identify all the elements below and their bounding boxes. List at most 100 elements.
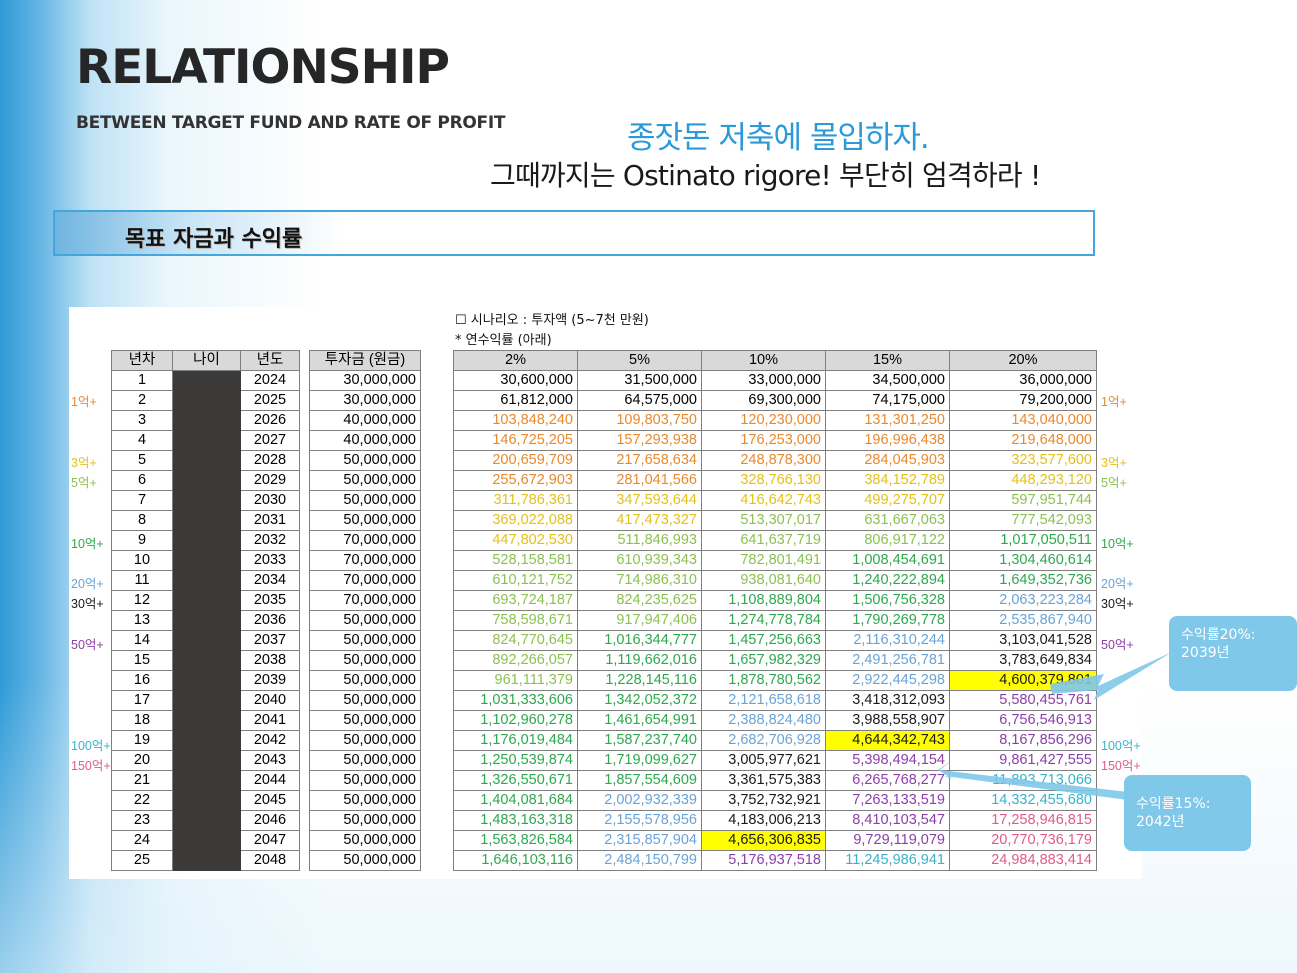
cell-principal: 30,000,000 [309,370,421,391]
table-row: 1,031,333,606 1,342,052,372 2,121,658,618 3… [453,690,1097,711]
slogan-line-1: 종잣돈 저축에 몰입하자. [627,120,930,156]
cell-age-redacted [172,570,241,591]
cell-year-index: 7 [111,490,173,511]
cell-compound-value: 824,770,645 [453,630,578,651]
cell-compound-value: 1,646,103,116 [453,850,578,871]
cell-compound-value: 777,542,093 [949,510,1097,531]
table-row: 255,672,903 281,041,566 328,766,130 384,152… [453,470,1097,491]
cell-principal: 70,000,000 [309,530,421,551]
cell-year-index: 3 [111,410,173,431]
threshold-label: 100억+ [1101,738,1141,753]
header-year-index: 년차 [111,350,173,371]
spreadsheet-image: ☐ 시나리오 : 투자액 (5~7천 만원) * 연수익률 (아래) 년차 나이… [69,307,1142,879]
threshold-label: 30억+ [71,597,104,612]
cell-compound-value: 597,951,744 [949,490,1097,511]
cell-compound-value: 1,017,050,511 [949,530,1097,551]
cell-compound-value: 61,812,000 [453,390,578,411]
table-row: 16 2039 [111,670,300,691]
threshold-label: 20억+ [1101,577,1134,592]
header-rate: 10% [701,350,826,371]
threshold-label: 50억+ [71,637,104,652]
cell-compound-value: 31,500,000 [577,370,702,391]
cell-compound-value: 892,266,057 [453,650,578,671]
scenario-note: ☐ 시나리오 : 투자액 (5~7천 만원) [455,313,649,328]
cell-compound-value: 33,000,000 [701,370,826,391]
cell-compound-value: 1,240,222,894 [825,570,950,591]
threshold-label: 10억+ [1101,536,1134,551]
table-row: 50,000,000 [309,690,421,711]
table-row: 17 2040 [111,690,300,711]
cell-compound-value: 17,258,946,815 [949,810,1097,831]
cell-compound-value: 938,081,640 [701,570,826,591]
cell-year-index: 18 [111,710,173,731]
page-title: RELATIONSHIP [76,40,450,95]
threshold-label: 150억+ [71,759,111,773]
cell-year-index: 14 [111,630,173,651]
cell-compound-value: 1,228,145,116 [577,670,702,691]
table-row: 1,404,081,684 2,002,932,339 3,752,732,921 7… [453,790,1097,811]
slogan-line-2: 그때까지는 Ostinato rigore! 부단히 엄격하라 ! [490,159,1041,192]
cell-compound-value: 610,939,343 [577,550,702,571]
table-row: 12 2035 [111,590,300,611]
cell-compound-value: 131,301,250 [825,410,950,431]
cell-compound-value: 1,649,352,736 [949,570,1097,591]
page-subtitle: BETWEEN TARGET FUND AND RATE OF PROFIT [76,113,506,133]
table-row: 20 2043 [111,750,300,771]
callout-20-line-1: 수익률20%: [1181,627,1256,643]
cell-year-index: 22 [111,790,173,811]
table-row: 824,770,645 1,016,344,777 1,457,256,663 2,1… [453,630,1097,651]
cell-compound-value: 79,200,000 [949,390,1097,411]
cell-year: 2045 [240,790,300,811]
table-row: 8 2031 [111,510,300,531]
cell-year-index: 25 [111,850,173,871]
cell-principal: 50,000,000 [309,650,421,671]
cell-compound-value: 217,658,634 [577,450,702,471]
cell-principal: 50,000,000 [309,690,421,711]
cell-compound-value: 782,801,491 [701,550,826,571]
cell-compound-value: 1,461,654,991 [577,710,702,731]
threshold-label: 150억+ [1101,759,1141,773]
table-row: 30,000,000 [309,370,421,391]
cell-year-index: 20 [111,750,173,771]
cell-age-redacted [172,650,241,671]
table-row: 18 2041 [111,710,300,731]
cell-compound-value: 1,878,780,562 [701,670,826,691]
cell-compound-value: 4,656,306,835 [701,830,826,851]
cell-year: 2043 [240,750,300,771]
cell-compound-value: 255,672,903 [453,470,578,491]
callout-20-percent: 수익률20%: 2039년 [1169,616,1297,691]
callout-15-line-2: 2042년 [1136,814,1185,830]
cell-compound-value: 2,121,658,618 [701,690,826,711]
cell-age-redacted [172,850,241,871]
header-rate: 2% [453,350,578,371]
cell-compound-value: 3,418,312,093 [825,690,950,711]
table-row: 5 2028 [111,450,300,471]
cell-compound-value: 641,637,719 [701,530,826,551]
table-row: 22 2045 [111,790,300,811]
cell-compound-value: 2,388,824,480 [701,710,826,731]
cell-principal: 50,000,000 [309,630,421,651]
cell-compound-value: 219,648,000 [949,430,1097,451]
cell-principal: 50,000,000 [309,730,421,751]
table-row: 1,102,960,278 1,461,654,991 2,388,824,480 3… [453,710,1097,731]
cell-compound-value: 1,031,333,606 [453,690,578,711]
threshold-label: 5억+ [71,476,97,491]
cell-compound-value: 2,002,932,339 [577,790,702,811]
table-row: 1,326,550,671 1,857,554,609 3,361,575,383 6… [453,770,1097,791]
cell-year-index: 11 [111,570,173,591]
cell-compound-value: 9,729,119,079 [825,830,950,851]
cell-compound-value: 5,580,455,761 [949,690,1097,711]
threshold-label: 1억+ [71,395,97,410]
cell-year-index: 15 [111,650,173,671]
threshold-label: 30억+ [1101,597,1134,612]
cell-compound-value: 109,803,750 [577,410,702,431]
cell-year: 2039 [240,670,300,691]
cell-compound-value: 1,657,982,329 [701,650,826,671]
table-row: 50,000,000 [309,630,421,651]
cell-year-index: 13 [111,610,173,631]
cell-compound-value: 3,361,575,383 [701,770,826,791]
callout-15-line-1: 수익률15%: [1136,796,1211,812]
cell-compound-value: 693,724,187 [453,590,578,611]
table-row: 50,000,000 [309,490,421,511]
